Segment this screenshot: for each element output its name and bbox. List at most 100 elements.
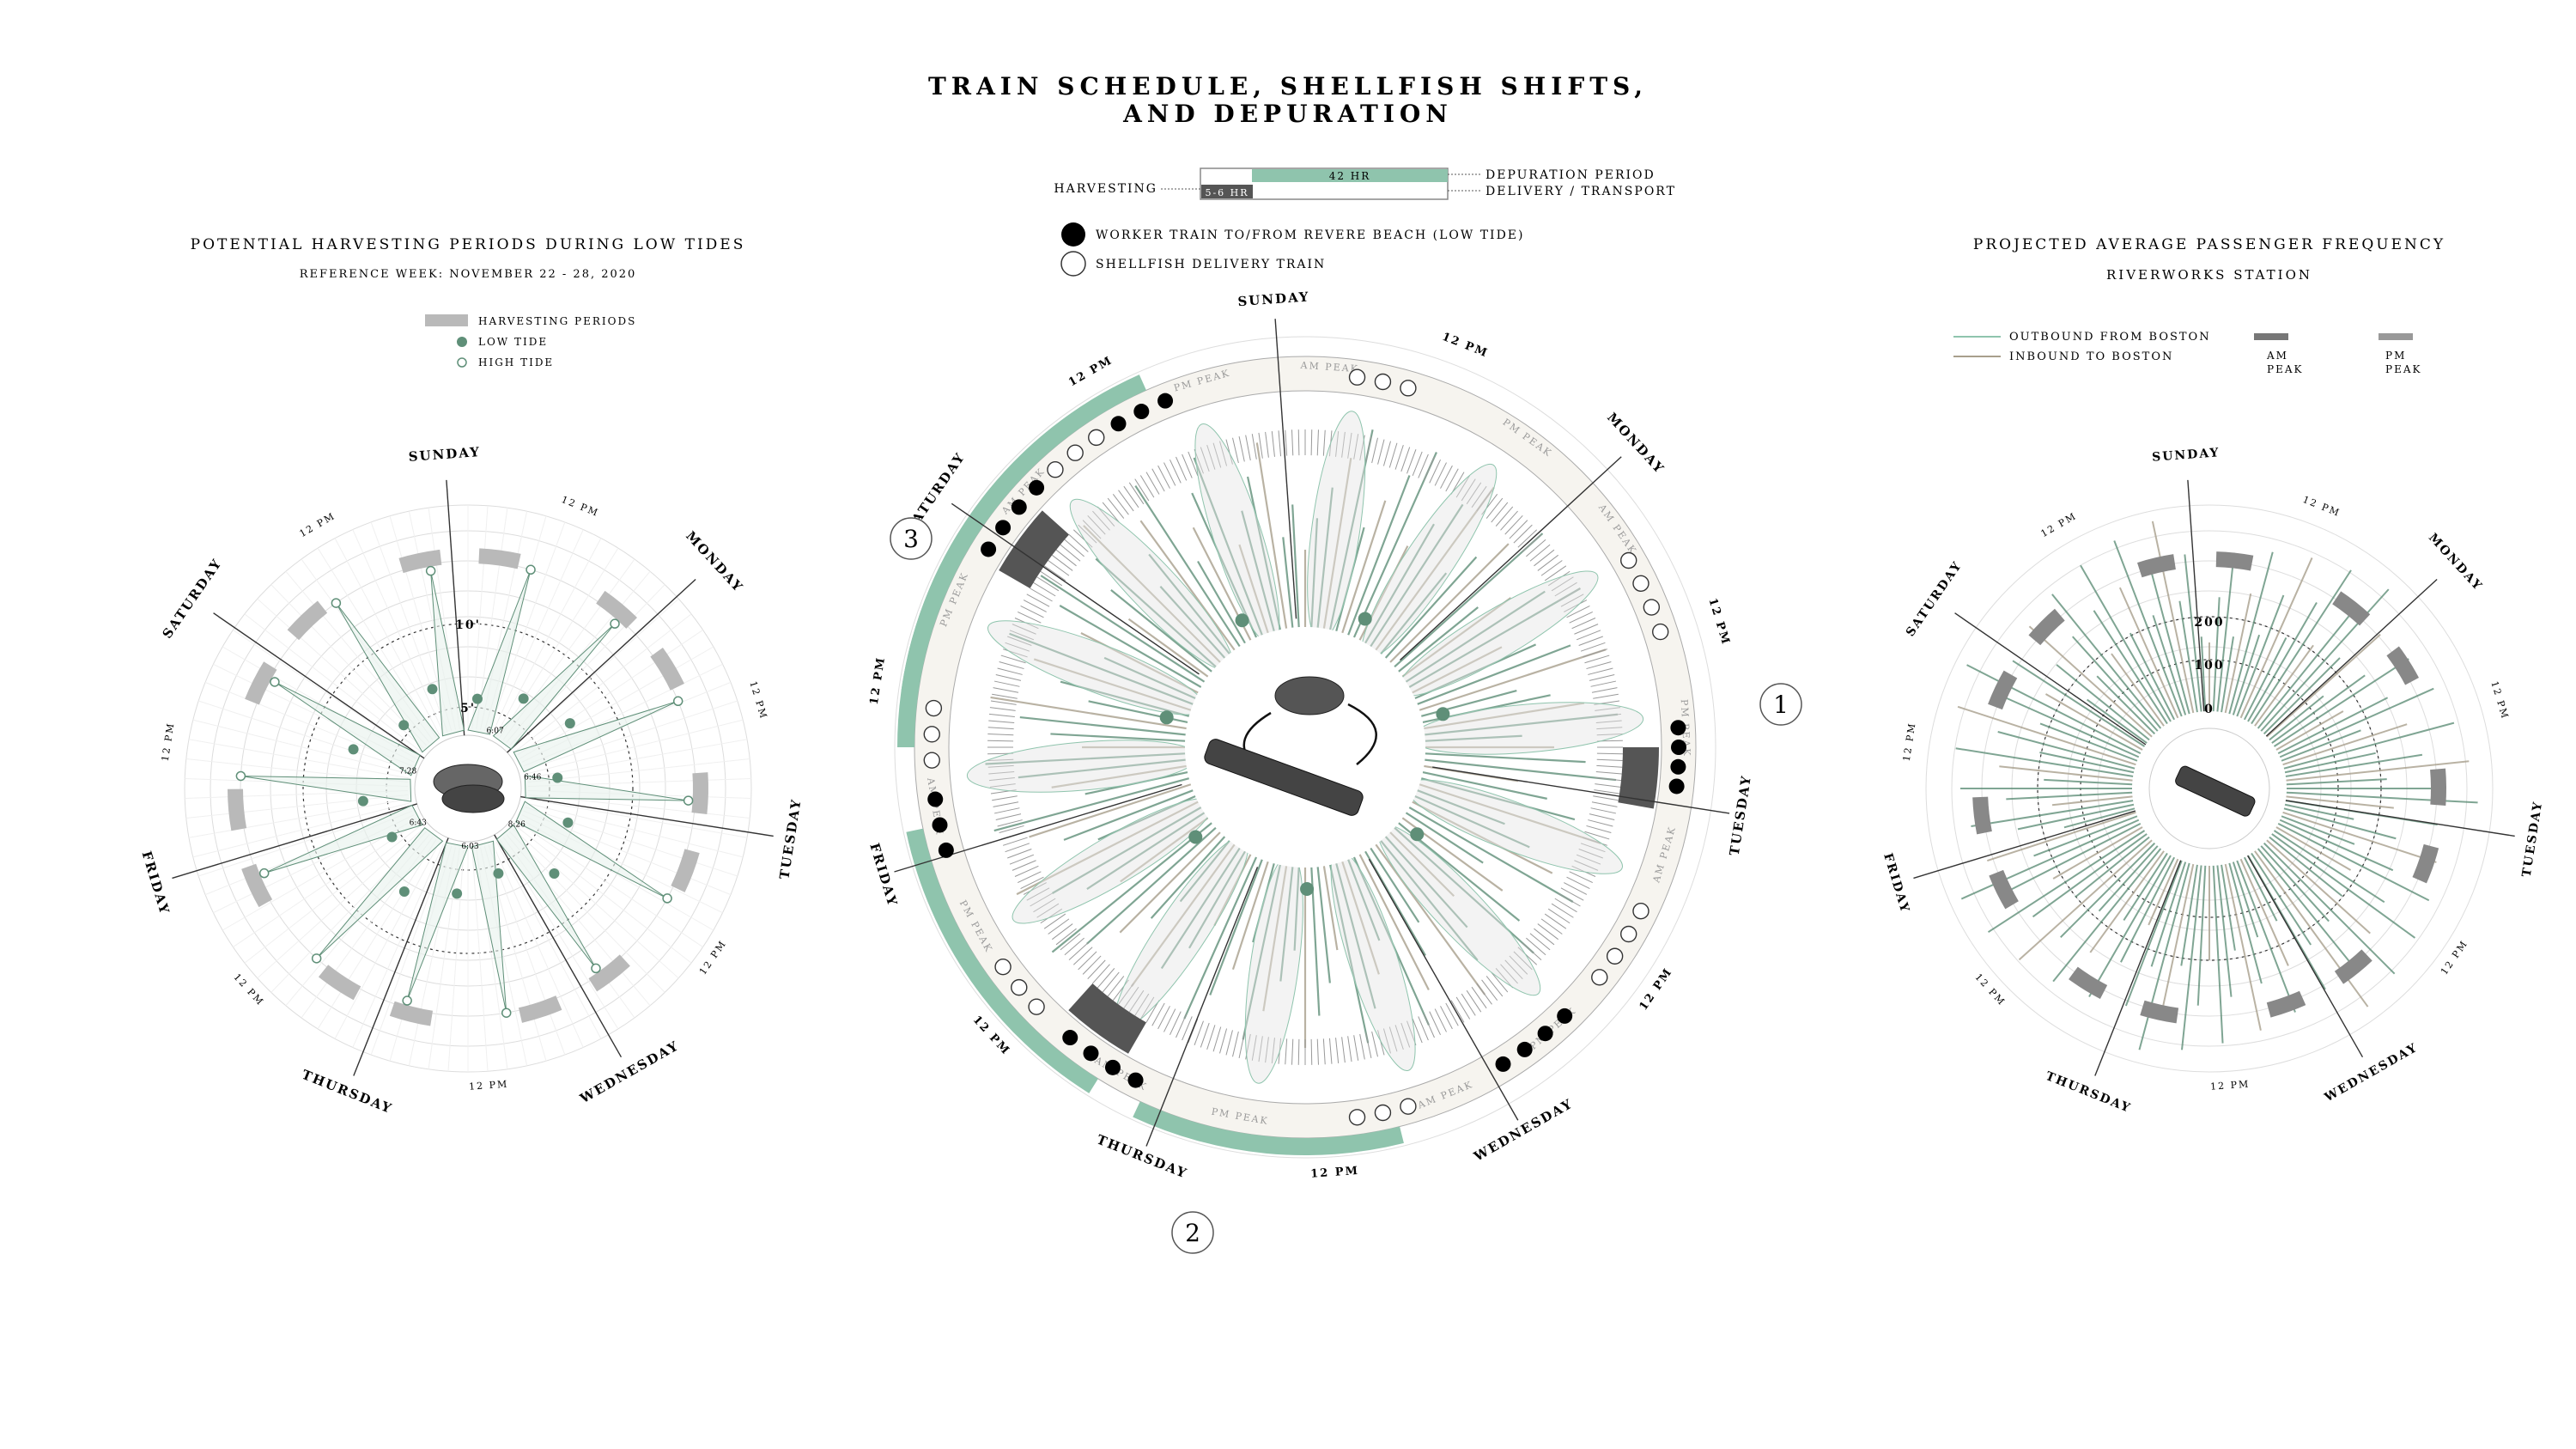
passenger-spoke [2152, 615, 2187, 715]
passenger-spoke [2283, 721, 2455, 770]
hour-gridline [488, 521, 566, 733]
schedule-tick [1055, 928, 1077, 946]
depuration-arc [906, 828, 1098, 1093]
passenger-spoke [2098, 845, 2159, 912]
left-legend: HARVESTING PERIODS LOW TIDE HIGH TIDE [425, 314, 635, 368]
schedule-tick [1112, 979, 1129, 1002]
frequency-spoke [1086, 812, 1206, 890]
frequency-spoke [1364, 523, 1435, 644]
peak-band [2140, 1000, 2179, 1024]
schedule-tick [1551, 903, 1574, 918]
delivery-train-marker [923, 726, 940, 743]
worker-train-marker [1083, 1045, 1099, 1062]
worker-train-marker [1668, 778, 1685, 795]
schedule-tick [1128, 482, 1145, 505]
tide-petal [495, 824, 597, 969]
frequency-spoke [1052, 807, 1202, 894]
passenger-spoke [1999, 765, 2133, 782]
hour-gridline [526, 802, 744, 858]
schedule-tick [1107, 497, 1125, 519]
schedule-tick [1182, 454, 1193, 478]
frequency-spoke [1401, 597, 1512, 678]
harvesting-period-bar [588, 954, 630, 992]
high-tide-marker [402, 995, 412, 1006]
schedule-tick [988, 713, 1015, 717]
hour-gridline [476, 508, 508, 729]
schedule-tick [1012, 624, 1036, 635]
frequency-spoke [1119, 831, 1221, 934]
frequency-spoke [1352, 856, 1430, 1026]
passenger-spoke [2236, 594, 2285, 717]
hour-gridline [188, 798, 410, 838]
schedule-tick [1365, 435, 1372, 462]
hour-gridline [526, 739, 748, 779]
schedule-tick [1212, 1026, 1222, 1052]
day-axis [494, 834, 623, 1058]
passenger-spoke [2148, 858, 2179, 926]
passenger-spoke [2051, 594, 2162, 729]
passenger-spoke [2129, 632, 2176, 721]
schedule-tick [1594, 789, 1620, 795]
day-label-tuesday: TUESDAY [776, 797, 804, 880]
schedule-tick [1588, 819, 1613, 827]
passenger-spoke [2254, 850, 2369, 1008]
schedule-tick [1513, 951, 1533, 971]
peak-band [2028, 608, 2065, 646]
hour-gridline [488, 844, 566, 1056]
frequency-spoke [1127, 618, 1209, 678]
schedule-tick [1206, 1025, 1216, 1050]
schedule-tick [1353, 1035, 1359, 1061]
low-tide-marker [427, 684, 438, 695]
schedule-tick [1107, 976, 1125, 997]
schedule-tick [1018, 871, 1042, 883]
tide-petal [430, 570, 465, 737]
schedule-tick [1036, 903, 1060, 918]
right-subtitle: RIVERWORKS STATION [2106, 267, 2312, 283]
callout-circle [890, 517, 933, 560]
schedule-tick [1112, 493, 1129, 515]
frequency-spoke [1358, 854, 1430, 990]
schedule-tick [1500, 510, 1518, 531]
hour-gridline [370, 844, 448, 1056]
schedule-tick [1586, 825, 1612, 833]
day-label-tuesday: TUESDAY [1727, 774, 1754, 857]
passenger-spoke [2072, 636, 2159, 732]
delivery-train-marker [923, 752, 940, 769]
passenger-spoke [2138, 862, 2190, 1050]
hour-gridline [185, 794, 409, 819]
passenger-spoke [2284, 752, 2376, 774]
schedule-tick [1578, 636, 1603, 646]
schedule-tick [997, 667, 1023, 675]
frequency-spoke [1148, 553, 1230, 654]
frequency-spoke [1209, 859, 1263, 995]
frequency-spoke [1329, 429, 1374, 630]
frequency-spoke [1341, 861, 1380, 975]
passenger-spoke [2257, 848, 2352, 964]
passenger-spoke [2269, 695, 2324, 741]
passenger-spoke [2051, 795, 2133, 807]
schedule-tick [1310, 429, 1313, 456]
tide-petal [274, 681, 421, 776]
frequency-spoke [1213, 854, 1252, 927]
frequency-spoke [1425, 734, 1522, 742]
passenger-spoke [2039, 722, 2138, 762]
day-axis [894, 783, 1182, 873]
schedule-tick [989, 707, 1016, 711]
hour-gridline [514, 613, 692, 752]
schedule-tick [1123, 986, 1139, 1009]
schedule-tick [1406, 449, 1417, 474]
frequency-spoke [1291, 504, 1300, 628]
schedule-tick [1429, 460, 1441, 484]
day-axis [353, 837, 449, 1076]
schedule-tick [1434, 1008, 1447, 1032]
frequency-spoke [1139, 520, 1236, 651]
left-dial: SUNDAY 12 PM MONDAY 12 PM TUESDAY 12 PM WEDNES… [139, 444, 805, 1117]
schedule-tick [993, 807, 1020, 814]
frequency-spoke [1293, 867, 1300, 951]
schedule-tick [1012, 860, 1036, 871]
pm-peak-swatch [2379, 333, 2413, 340]
frequency-spoke [1375, 486, 1495, 651]
passenger-spoke [2150, 861, 2187, 967]
schedule-tick [1576, 854, 1601, 865]
peak-label: AM PEAK [1299, 360, 1359, 374]
